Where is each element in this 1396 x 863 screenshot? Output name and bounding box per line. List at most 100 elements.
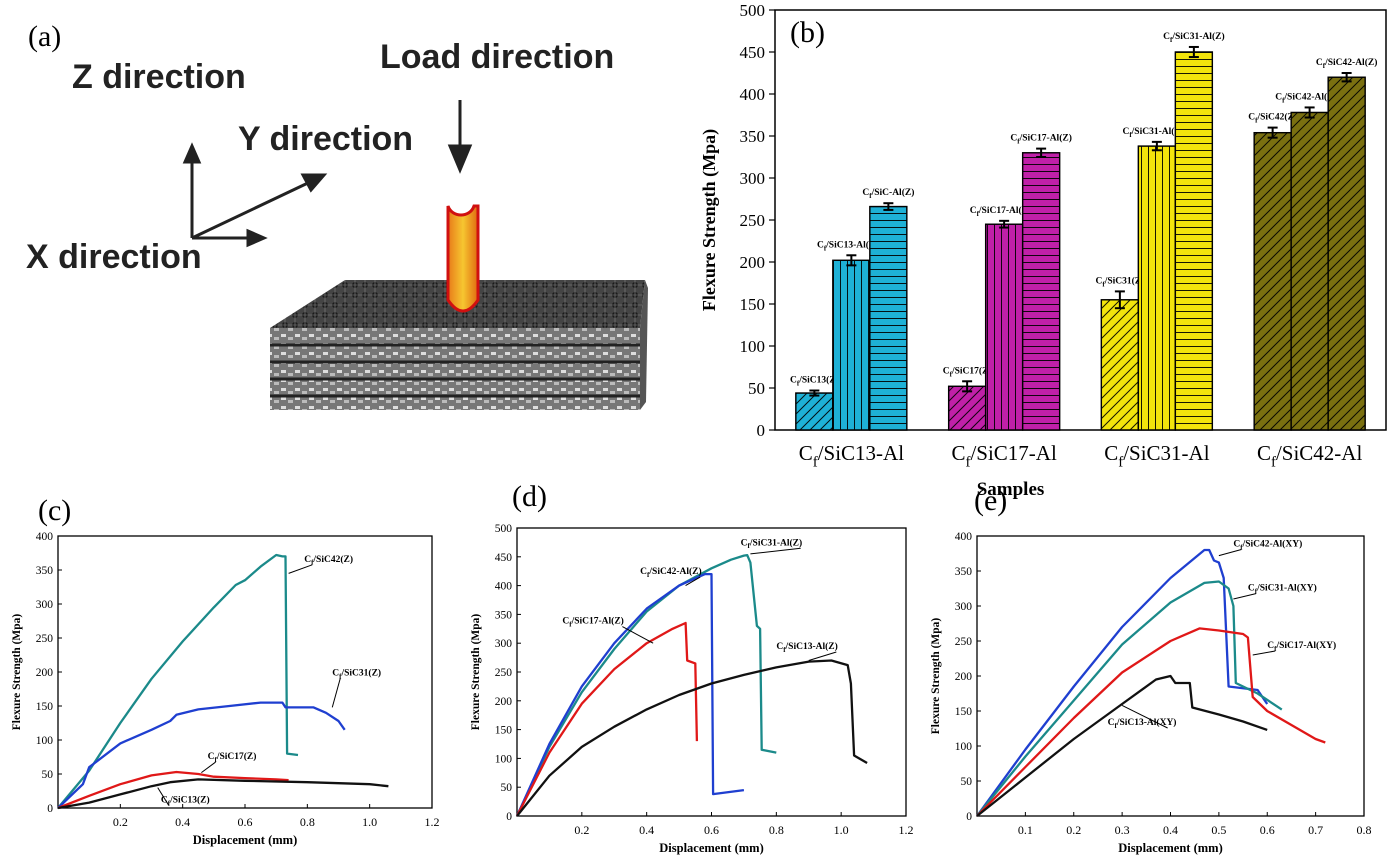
ytick-label-e: 250 [955, 636, 973, 648]
annotation-arrow-d-0 [750, 547, 801, 555]
data-label-cf-sic-al-z: Cf/SiC-Al(Z) [862, 187, 914, 200]
xtick-label-e: 0.6 [1260, 823, 1275, 837]
xtick-label-d: 0.6 [704, 823, 719, 837]
bar-hatch-cf-sic13-z [795, 392, 834, 431]
data-label-cf-sic31-al-z: Cf/SiC31-Al(Z) [1163, 31, 1224, 44]
annotation-d-1: Cf/SiC42-Al(Z) [640, 566, 701, 579]
series-line-cf-sic17-al-xy [976, 627, 1326, 817]
ytick-label-d: 500 [495, 523, 513, 535]
data-label-cf-sic42-al-xy: Cf/SiC42-Al(XY) [1275, 91, 1344, 104]
annotation-arrow-c-0 [288, 564, 313, 574]
annotation-arrow-c-3 [157, 787, 170, 806]
ytick-label-b: 150 [740, 295, 766, 314]
ytick-label-e: 100 [955, 741, 973, 753]
ytick-label-d: 50 [501, 782, 513, 794]
data-label-cf-sic31-al-xy: Cf/SiC31-Al(XY) [1122, 126, 1191, 139]
bar-hatch-cf-sic42-z [1253, 131, 1292, 431]
ytick-label-e: 350 [955, 566, 973, 578]
annotation-arrow-e-0 [1218, 549, 1242, 557]
xlabel-b: Samples [977, 479, 1045, 500]
ytick-label-e: 200 [955, 671, 973, 683]
annotation-c-2: Cf/SiC17(Z) [208, 751, 257, 764]
ylabel-e: Flexure Strength (Mpa) [930, 618, 942, 735]
xtick-label-c: 1.2 [425, 815, 440, 829]
ylabel-d: Flexure Strength (Mpa) [470, 614, 482, 731]
xtick-label-d: 0.4 [639, 823, 654, 837]
bar-hatch-cf-sic17-al-xy [984, 223, 1024, 431]
ytick-label-d: 250 [495, 667, 513, 679]
annotation-arrow-c-1 [331, 678, 341, 708]
ytick-label-d: 450 [495, 552, 513, 564]
series-line-cf-sic13-al-xy [976, 674, 1268, 817]
category-label-cf-sic17-al: Cf/SiC17-Al [951, 441, 1057, 470]
xtick-label-e: 0.5 [1211, 823, 1226, 837]
bar-hatch-cf-sic17-al-z [1021, 152, 1061, 431]
line-chart-d: (d) 0 50 100 150 200 250 300 350 400 450 500 0.2 0.4 0… [470, 480, 914, 855]
annotation-arrow-d-2 [622, 626, 654, 644]
annotation-e-0: Cf/SiC42-Al(XY) [1233, 539, 1302, 552]
annotation-c-3: Cf/SiC13(Z) [161, 795, 210, 808]
annotation-arrow-c-2 [201, 761, 216, 774]
ytick-label-d: 150 [495, 725, 513, 737]
data-label-cf-sic42-al-z: Cf/SiC42-Al(Z) [1316, 57, 1377, 70]
xtick-label-e: 0.1 [1018, 823, 1033, 837]
ytick-label-d: 100 [495, 753, 513, 765]
annotation-c-1: Cf/SiC31(Z) [332, 667, 381, 680]
ytick-label-b: 450 [740, 43, 766, 62]
ytick-label-c: 350 [36, 565, 54, 577]
xlabel-c: Displacement (mm) [193, 833, 298, 847]
coordinate-axes-icon [182, 142, 328, 248]
line-chart-e: (e) 0 50 100 150 200 250 300 350 400 0.1 0.2 0.3 0.4 0… [930, 484, 1372, 855]
data-label-cf-sic13-al-xy: Cf/SiC13-Al(XY) [817, 239, 886, 252]
xtick-label-e: 0.4 [1163, 823, 1178, 837]
ytick-label-d: 0 [506, 811, 512, 823]
bar-chart-b: (b) 0 50 100 150 200 250 300 350 400 450 500 Flexure… [699, 1, 1387, 500]
ylabel-b: Flexure Strength (Mpa) [699, 129, 720, 311]
category-label-cf-sic42-al: Cf/SiC42-Al [1257, 441, 1363, 470]
ytick-label-b: 500 [740, 1, 766, 20]
xtick-label-c: 0.8 [300, 815, 315, 829]
xtick-label-e: 0.8 [1357, 823, 1372, 837]
ytick-label-c: 150 [36, 701, 54, 713]
ytick-label-e: 0 [966, 811, 972, 823]
data-label-cf-sic17-al-z: Cf/SiC17-Al(Z) [1010, 133, 1071, 146]
ytick-label-d: 400 [495, 581, 513, 593]
xtick-label-d: 0.8 [769, 823, 784, 837]
bar-hatch-cf-sic42-al-z [1327, 76, 1366, 431]
series-line-cf-sic31-al-z [515, 553, 777, 817]
panel-a-schematic: (a) Z direction Y direction X direction … [0, 0, 700, 470]
y-direction-label: Y direction [238, 120, 414, 158]
ytick-label-c: 250 [36, 633, 54, 645]
x-direction-label: X direction [26, 238, 202, 276]
annotation-arrow-e-3 [1121, 704, 1168, 729]
data-label-cf-sic17-z: Cf/SiC17(Z) [943, 365, 992, 378]
series-line-cf-sic31-z [57, 701, 346, 809]
series-line-cf-sic42-al-z [515, 572, 745, 817]
series-line-cf-sic13-al-z [516, 659, 868, 817]
panel-label-e: (e) [974, 484, 1007, 517]
xtick-label-c: 0.4 [175, 815, 190, 829]
bar-hatch-cf-sic42-al-xy [1290, 111, 1329, 431]
annotation-d-3: Cf/SiC13-Al(Z) [776, 641, 837, 654]
category-label-cf-sic31-al: Cf/SiC31-Al [1104, 441, 1210, 470]
series-line-cf-sic17-z [57, 770, 289, 810]
ytick-label-e: 400 [955, 531, 973, 543]
bar-hatch-cf-sic31-z [1100, 299, 1140, 431]
annotation-c-0: Cf/SiC42(Z) [304, 554, 353, 567]
series-line-cf-sic31-al-xy [976, 580, 1283, 817]
xtick-label-d: 1.0 [834, 823, 849, 837]
ytick-label-b: 100 [740, 337, 766, 356]
annotation-arrow-d-1 [685, 576, 701, 587]
loading-punch-icon [446, 204, 480, 313]
bar-hatch-cf-sic13-al-xy [832, 259, 871, 431]
annotation-arrow-e-1 [1233, 593, 1257, 600]
xtick-label-d: 0.2 [574, 823, 589, 837]
ytick-label-e: 50 [961, 776, 973, 788]
ytick-label-d: 300 [495, 638, 513, 650]
series-line-cf-sic42-z [57, 553, 299, 809]
bar-hatch-cf-sic31-al-xy [1137, 145, 1177, 431]
annotation-e-1: Cf/SiC31-Al(XY) [1248, 583, 1317, 596]
ytick-label-c: 400 [36, 531, 54, 543]
ytick-label-b: 50 [748, 379, 765, 398]
panel-label-a: (a) [28, 20, 62, 53]
